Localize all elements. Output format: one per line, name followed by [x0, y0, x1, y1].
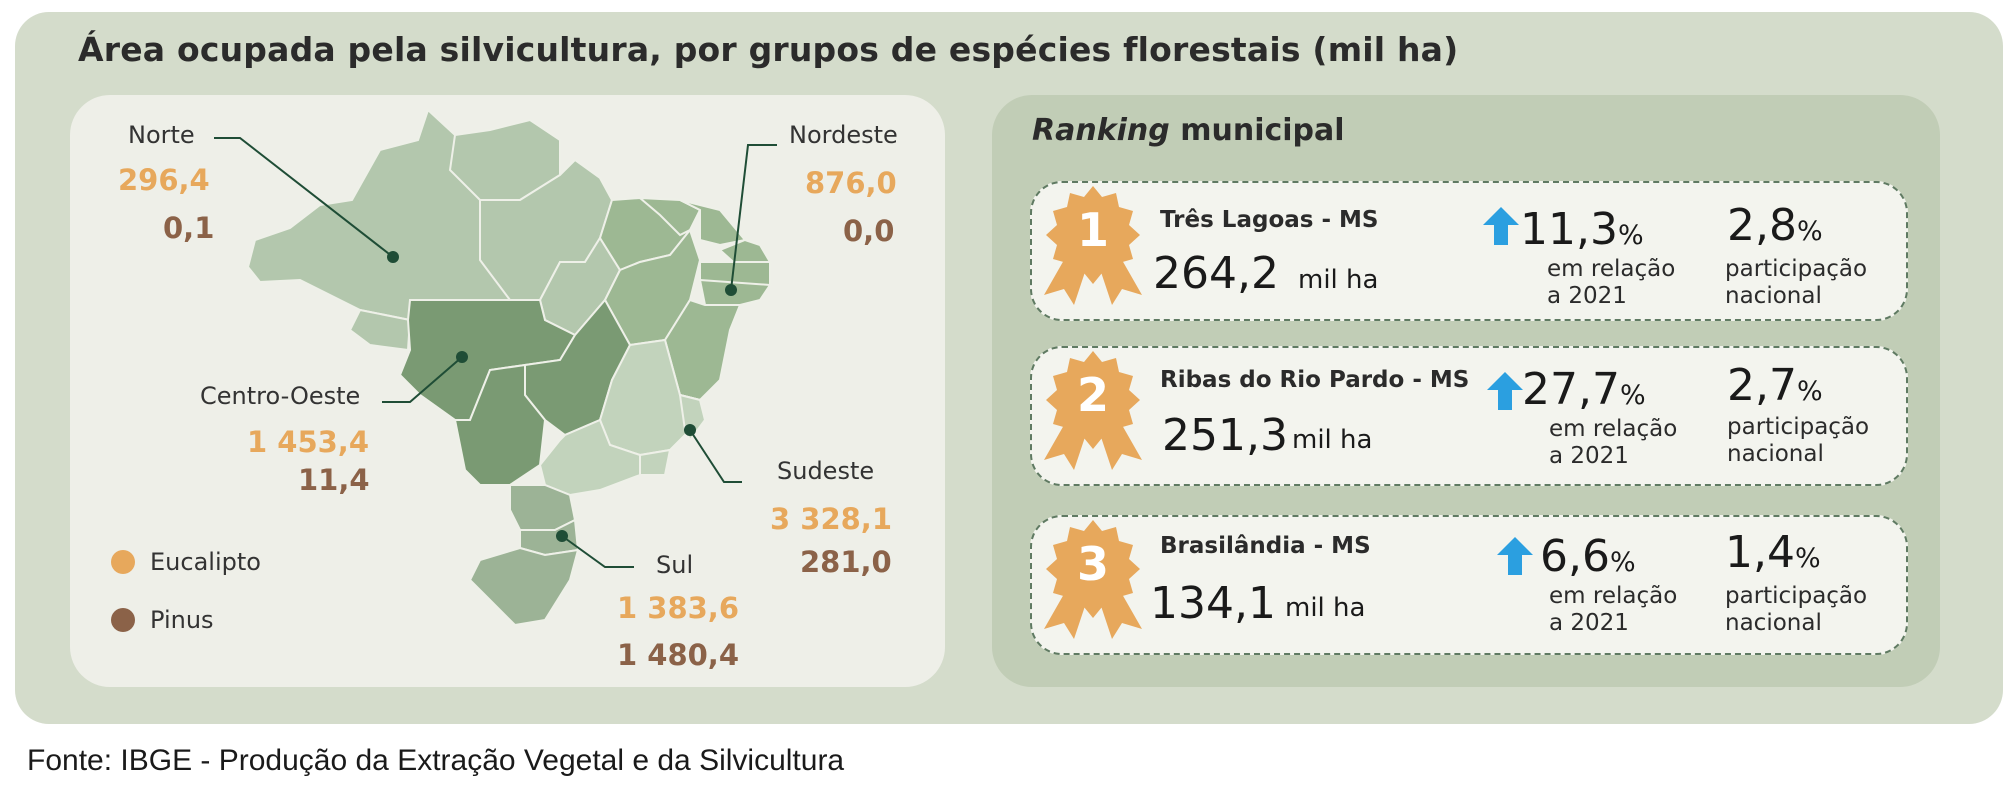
growth-value-3: 6,6%: [1540, 531, 1636, 582]
share-value-2: 2,7%: [1727, 360, 1823, 411]
centro-oeste-eucalipto-value: 1 453,4: [247, 425, 370, 459]
ranking-card-2: [1030, 346, 1908, 486]
area-unit-3: mil ha: [1285, 593, 1366, 623]
growth-value-2: 27,7%: [1522, 364, 1646, 415]
share-percent-3: %: [1794, 543, 1821, 574]
award-ribbon-icon: [1044, 186, 1142, 305]
centro-oeste-pinus-value: 11,4: [298, 463, 370, 497]
ranking-card-1: [1030, 181, 1908, 321]
share-caption-2: participação nacional: [1727, 414, 1869, 468]
area-unit-1: mil ha: [1298, 265, 1379, 295]
growth-caption-line2-2: a 2021: [1549, 443, 1629, 469]
municipality-name-3: Brasilândia - MS: [1160, 533, 1371, 559]
rank-number-1: 1: [1076, 203, 1109, 257]
legend-pinus-label: Pinus: [150, 606, 214, 634]
share-value-1: 2,8%: [1727, 200, 1823, 251]
rank-number-2: 2: [1076, 368, 1109, 422]
region-label-sudeste: Sudeste: [777, 457, 875, 485]
sul-eucalipto-value: 1 383,6: [617, 591, 740, 625]
municipality-name-1: Três Lagoas - MS: [1160, 207, 1379, 233]
infographic-title: Área ocupada pela silvicultura, por grup…: [78, 30, 1459, 69]
award-ribbon-icon: [1044, 351, 1142, 470]
legend-pinus: Pinus: [111, 606, 214, 634]
norte-eucalipto-value: 296,4: [118, 163, 210, 197]
sudeste-eucalipto-value: 3 328,1: [770, 502, 893, 536]
ranking-title-rest: municipal: [1169, 113, 1345, 148]
growth-caption-line1-3: em relação: [1549, 583, 1678, 609]
growth-caption-line2-3: a 2021: [1549, 610, 1629, 636]
map-region-norte: [246, 108, 622, 352]
growth-caption-line1-2: em relação: [1549, 416, 1678, 442]
legend-eucalipto: Eucalipto: [111, 548, 261, 576]
area-value-3: 134,1: [1150, 578, 1276, 629]
share-caption-line1-2: participação: [1727, 414, 1870, 440]
share-caption-line2-2: nacional: [1727, 441, 1824, 467]
share-value-3: 1,4%: [1725, 527, 1821, 578]
share-number-3: 1,4: [1725, 527, 1795, 578]
ranking-title-italic: Ranking: [1032, 113, 1170, 148]
growth-percent-1: %: [1617, 220, 1644, 251]
growth-caption-line2-1: a 2021: [1547, 283, 1627, 309]
region-label-centro-oeste: Centro-Oeste: [200, 382, 361, 410]
sul-pinus-value: 1 480,4: [617, 638, 740, 672]
legend-eucalipto-label: Eucalipto: [150, 548, 261, 576]
pinus-swatch: [111, 608, 135, 632]
share-number-1: 2,8: [1727, 200, 1797, 251]
growth-number-2: 27,7: [1522, 364, 1620, 415]
map-region-nordeste: [598, 196, 772, 402]
map-region-centro-oeste: [398, 298, 632, 486]
municipality-name-2: Ribas do Rio Pardo - MS: [1160, 367, 1470, 393]
share-percent-2: %: [1796, 376, 1823, 407]
region-label-nordeste: Nordeste: [789, 121, 898, 149]
map-leader-lines: [214, 137, 777, 568]
growth-percent-2: %: [1619, 380, 1646, 411]
share-caption-line1-3: participação: [1725, 583, 1868, 609]
sudeste-pinus-value: 281,0: [800, 545, 892, 579]
share-percent-1: %: [1796, 216, 1823, 247]
source-note: Fonte: IBGE - Produção da Extração Veget…: [27, 744, 845, 777]
region-label-sul: Sul: [656, 551, 694, 579]
map-region-sudeste: [538, 338, 707, 497]
share-caption-line1-1: participação: [1725, 256, 1868, 282]
growth-number-1: 11,3: [1520, 204, 1618, 255]
area-unit-2: mil ha: [1292, 425, 1373, 455]
award-ribbon-icon: [1044, 520, 1142, 639]
map-region-sul: [468, 484, 580, 627]
growth-number-3: 6,6: [1540, 531, 1610, 582]
nordeste-eucalipto-value: 876,0: [805, 166, 897, 200]
share-caption-line2-1: nacional: [1725, 283, 1822, 309]
growth-caption-2: em relação a 2021: [1549, 416, 1677, 470]
growth-percent-3: %: [1609, 547, 1636, 578]
norte-pinus-value: 0,1: [163, 211, 215, 245]
ranking-card-3: [1030, 515, 1908, 655]
share-caption-line2-3: nacional: [1725, 610, 1822, 636]
ranking-title: Ranking municipal: [1032, 113, 1345, 148]
region-label-norte: Norte: [128, 121, 195, 149]
growth-caption-1: em relação a 2021: [1547, 256, 1675, 310]
growth-caption-3: em relação a 2021: [1549, 583, 1677, 637]
nordeste-pinus-value: 0,0: [843, 214, 895, 248]
share-caption-3: participação nacional: [1725, 583, 1867, 637]
area-value-2: 251,3: [1162, 410, 1288, 461]
up-arrow-icon: [1483, 207, 1519, 245]
eucalipto-swatch: [111, 550, 135, 574]
area-value-1: 264,2: [1153, 248, 1279, 299]
rank-number-3: 3: [1076, 537, 1109, 591]
share-caption-1: participação nacional: [1725, 256, 1867, 310]
growth-value-1: 11,3%: [1520, 204, 1644, 255]
growth-caption-line1-1: em relação: [1547, 256, 1676, 282]
up-arrow-icon: [1487, 372, 1523, 410]
share-number-2: 2,7: [1727, 360, 1797, 411]
map-region-markers: [387, 251, 737, 542]
up-arrow-icon: [1497, 537, 1533, 575]
